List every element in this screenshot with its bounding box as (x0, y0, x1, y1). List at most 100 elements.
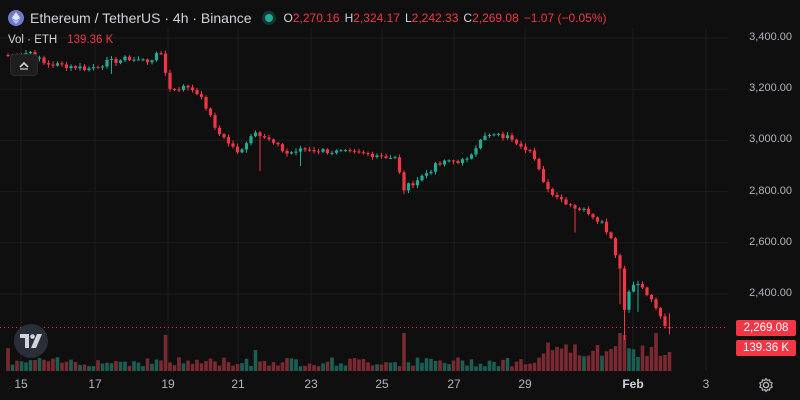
volume-bar (303, 365, 307, 371)
open-value: O2,270.16 (283, 11, 340, 25)
volume-bar (379, 364, 384, 371)
volume-bar (622, 334, 627, 371)
candle-body (334, 150, 339, 153)
volume-bar (478, 363, 483, 371)
volume-bar (510, 366, 514, 371)
candle-body (370, 153, 375, 157)
volume-bar (636, 356, 640, 371)
candle-body (492, 134, 496, 136)
candle-body (420, 175, 424, 181)
candle-body (100, 66, 105, 68)
price-axis-label: 3,000.00 (749, 133, 792, 146)
volume-bar (154, 359, 159, 371)
candle-body (523, 146, 528, 151)
volume-bar (424, 358, 429, 371)
candle-body (613, 238, 618, 256)
volume-bar (271, 362, 276, 371)
volume-bar (87, 366, 91, 371)
volume-bar (523, 364, 528, 371)
candle-body (487, 135, 492, 137)
candle-body (609, 232, 613, 239)
candle-body (447, 160, 451, 162)
candle-body (415, 180, 420, 186)
volume-bar (186, 360, 190, 371)
candle-body (136, 59, 141, 61)
volume-bar (456, 357, 460, 371)
ethereum-logo-icon (8, 10, 24, 26)
volume-bar (514, 361, 519, 371)
volume-bar (474, 366, 478, 371)
tradingview-logo-icon[interactable] (14, 324, 48, 358)
candle-body (631, 284, 636, 292)
candle-body (46, 63, 51, 65)
candle-body (145, 59, 150, 63)
volume-bar (208, 358, 213, 371)
volume-bar (366, 362, 370, 371)
volume-bar (199, 363, 204, 371)
candle-body (649, 294, 654, 300)
last-price-tag: 2,269.08 (736, 319, 796, 336)
volume-bar (519, 359, 523, 371)
candle-body (604, 221, 609, 233)
market-status-icon[interactable] (262, 11, 276, 25)
candle-body (114, 58, 118, 63)
candle-body (501, 133, 505, 139)
volume-bar (28, 360, 33, 371)
candle-body (393, 157, 397, 159)
candle-body (456, 161, 460, 163)
candle-body (388, 157, 393, 159)
volume-bar (42, 359, 46, 371)
gear-icon[interactable] (757, 376, 775, 394)
candle-body (235, 146, 240, 153)
volume-bar (298, 366, 303, 371)
volume-bar (415, 357, 420, 371)
candle-body (532, 150, 537, 160)
volume-bar (109, 363, 114, 371)
candle-body (51, 64, 55, 66)
volume-bar (568, 352, 573, 371)
volume-bar (37, 358, 42, 371)
volume-bar (213, 361, 217, 371)
volume-bar (591, 350, 595, 371)
close-value: C2,269.08 (463, 11, 519, 25)
candle-body (172, 88, 177, 90)
candle-body (321, 149, 325, 152)
candle-body (568, 204, 573, 206)
candle-body (231, 143, 235, 147)
candle-body (267, 137, 271, 140)
candle-body (213, 115, 217, 128)
candle-body (555, 194, 559, 198)
symbol-title[interactable]: Ethereum / TetherUS · 4h · Binance (30, 10, 252, 26)
volume-bar (483, 366, 487, 371)
volume-bar (564, 344, 568, 371)
candle-body (141, 59, 145, 61)
volume-bar (613, 346, 618, 371)
candle-body (379, 155, 384, 157)
volume-bar (145, 358, 150, 371)
candle-body (271, 139, 276, 143)
candle-body (654, 299, 658, 309)
volume-bar (433, 360, 438, 371)
candle-body (204, 97, 208, 109)
volume-bar (447, 364, 451, 371)
volume-bar (595, 345, 600, 371)
volume-bar (370, 365, 375, 371)
volume-bar (330, 357, 334, 371)
candle-body (667, 327, 672, 329)
volume-bar (190, 363, 195, 371)
volume-bar (496, 366, 501, 371)
volume-bar (537, 357, 541, 371)
volume-bar (46, 361, 51, 371)
volume-bar (64, 361, 69, 371)
candle-body (195, 90, 199, 95)
volume-bar (226, 362, 231, 371)
candle-body (226, 137, 231, 144)
volume-bar (123, 361, 127, 371)
volume-bar (321, 363, 325, 371)
collapse-legend-button[interactable] (10, 54, 38, 76)
candle-body (127, 56, 132, 61)
candle-body (591, 214, 595, 218)
volume-bar (559, 348, 564, 371)
volume-bar (640, 345, 645, 371)
